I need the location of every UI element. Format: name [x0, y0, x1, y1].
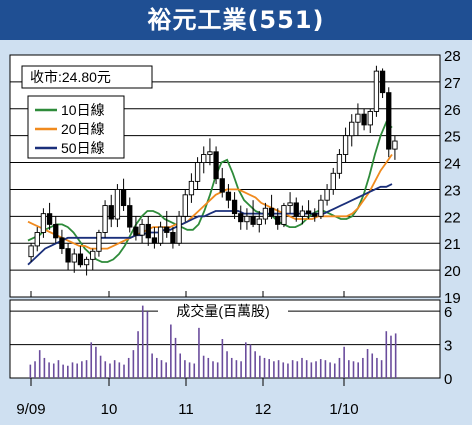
price-y-tick-label: 23	[444, 182, 461, 199]
price-label-box	[21, 65, 153, 89]
candle-body	[361, 113, 367, 126]
moving-average-line	[27, 183, 393, 266]
volume-y-tick-label: 6	[444, 304, 452, 321]
price-y-tick-label: 24	[444, 156, 461, 173]
price-y-tick-label: 21	[444, 236, 461, 253]
x-tick-label: 10	[101, 401, 118, 418]
candle-body	[28, 245, 34, 258]
candle-body	[46, 213, 53, 225]
volume-title-bg	[158, 302, 288, 320]
moving-average-line	[27, 153, 393, 250]
price-y-tick-label: 28	[444, 48, 461, 65]
volume-y-tick-label: 3	[444, 338, 452, 355]
price-y-tick-label: 20	[444, 263, 461, 280]
price-y-tick-label: 22	[444, 209, 461, 226]
x-tick-label: 1/10	[329, 401, 358, 418]
candle-body	[355, 113, 361, 123]
candle-body	[336, 154, 343, 174]
candle-body	[305, 210, 312, 215]
candle-body	[83, 258, 90, 266]
x-tick-label: 12	[255, 401, 272, 418]
candle-body	[275, 215, 281, 225]
candle-body	[114, 188, 121, 220]
volume-title: 成交量(百萬股)	[176, 303, 269, 319]
candle-body	[120, 188, 127, 207]
candle-body	[281, 205, 287, 225]
candle-body	[77, 253, 84, 266]
legend-label: 10日線	[61, 102, 105, 118]
candle-body	[299, 210, 306, 217]
candle-body	[59, 237, 65, 250]
candle-body	[108, 205, 114, 220]
candle-body	[213, 151, 219, 180]
candle-body	[71, 253, 77, 263]
candle-body	[244, 215, 250, 223]
candle-body	[194, 162, 201, 182]
candle-body	[342, 135, 349, 155]
candle-body	[225, 191, 232, 201]
candle-body	[139, 223, 145, 236]
candle-body	[250, 215, 256, 225]
candle-body	[182, 194, 188, 217]
candle-body	[293, 202, 299, 217]
price-y-tick-label: 26	[444, 102, 461, 119]
candle-body	[392, 140, 398, 150]
header-bar: 裕元工業(551)	[0, 0, 472, 40]
close-price-label: 收市:24.80元	[30, 69, 111, 85]
candle-body	[386, 92, 392, 150]
price-y-tick-label: 25	[444, 129, 461, 146]
candle-body	[318, 199, 324, 217]
candle-body	[256, 218, 262, 225]
legend-label: 50日線	[61, 140, 105, 156]
candle-body	[188, 180, 195, 196]
candle-body	[157, 226, 164, 244]
candle-body	[96, 232, 102, 252]
candle-body	[65, 248, 71, 263]
x-tick-label: 11	[178, 401, 194, 418]
legend-label: 20日線	[61, 121, 105, 137]
stock-title: 裕元工業(551)	[147, 6, 325, 34]
price-y-tick-label: 27	[444, 75, 461, 92]
candle-body	[34, 232, 40, 247]
volume-y-tick-label: 0	[444, 371, 452, 388]
candle-body	[53, 223, 59, 239]
candle-body	[127, 205, 133, 228]
price-y-tick-label: 19	[444, 290, 461, 307]
candle-body	[312, 213, 318, 217]
candle-body	[40, 213, 47, 233]
candle-body	[262, 207, 269, 220]
candle-body	[151, 237, 158, 244]
candle-body	[133, 226, 139, 236]
candle-body	[145, 223, 151, 239]
candle-body	[373, 70, 380, 112]
candle-body	[201, 154, 207, 164]
candle-body	[379, 70, 386, 94]
candle-body	[102, 205, 108, 233]
candle-body	[367, 111, 373, 126]
candle-body	[164, 226, 170, 233]
candle-body	[349, 121, 355, 137]
candle-body	[268, 207, 275, 217]
candle-body	[207, 151, 213, 155]
x-tick-label: 9/09	[16, 401, 45, 418]
candle-body	[287, 202, 293, 207]
candle-body	[90, 250, 96, 260]
candle-body	[219, 178, 225, 193]
candle-body	[231, 199, 238, 215]
candle-body	[176, 215, 182, 244]
candle-body	[170, 232, 176, 244]
moving-average-line	[27, 120, 393, 263]
candle-body	[330, 172, 336, 190]
candle-body	[324, 188, 330, 201]
candle-body	[238, 213, 244, 223]
